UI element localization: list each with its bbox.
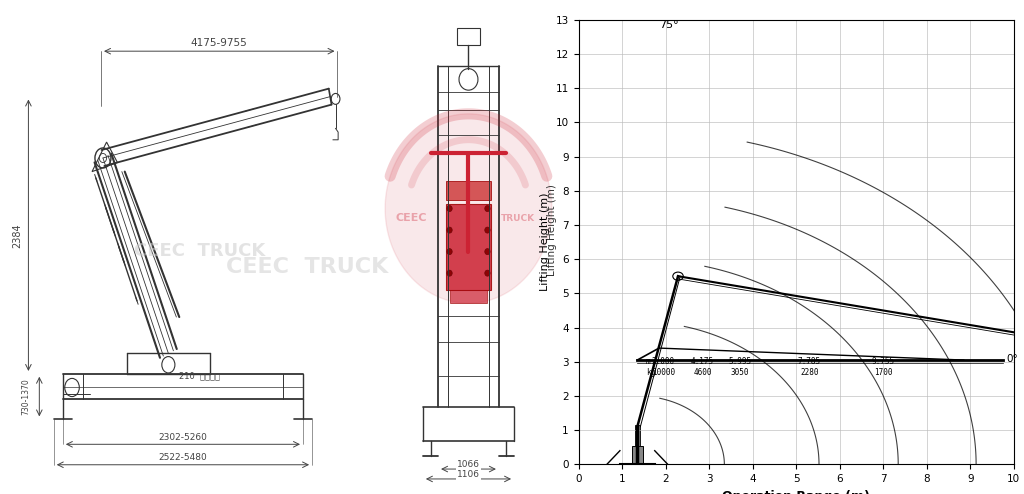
Bar [445,204,492,290]
Text: 730-1370: 730-1370 [22,378,30,415]
Circle shape [484,248,490,254]
Text: 210  大梁中心: 210 大梁中心 [179,371,220,380]
Text: 4175-9755: 4175-9755 [190,38,248,48]
Bar [635,425,640,446]
Text: 1700: 1700 [873,368,893,377]
Text: Lifting Height (m): Lifting Height (m) [547,184,557,276]
Text: 75°: 75° [659,20,679,30]
Circle shape [446,206,453,211]
Y-axis label: Lifting Height (m): Lifting Height (m) [540,193,550,291]
Bar [450,290,487,303]
Text: CEEC: CEEC [396,213,427,223]
Text: 7.785: 7.785 [798,358,821,367]
Text: 10000: 10000 [652,368,675,377]
Text: 4.175: 4.175 [691,358,714,367]
Text: 9.755: 9.755 [871,358,895,367]
Circle shape [446,270,453,276]
Text: 2384: 2384 [12,223,22,247]
Circle shape [446,227,453,233]
Text: 2.000: 2.000 [652,358,675,367]
Text: 2522-5480: 2522-5480 [159,453,207,462]
Text: 2302-5260: 2302-5260 [159,433,207,442]
X-axis label: Operation Range (m): Operation Range (m) [722,490,870,494]
Text: 4600: 4600 [693,368,712,377]
Circle shape [484,270,490,276]
Bar [445,181,492,200]
Bar [632,446,642,464]
Text: kg: kg [646,368,655,377]
Text: 1066: 1066 [457,460,480,469]
Circle shape [446,248,453,254]
Text: CEEC  TRUCK: CEEC TRUCK [226,257,388,277]
Text: 5.995: 5.995 [728,358,752,367]
Text: 2280: 2280 [800,368,818,377]
Text: 1106: 1106 [457,470,480,479]
Bar [457,28,480,45]
Text: CEEC  TRUCK: CEEC TRUCK [134,242,265,260]
Circle shape [484,206,490,211]
Text: m: m [646,358,650,367]
Circle shape [484,227,490,233]
Text: TRUCK: TRUCK [501,214,535,223]
Polygon shape [385,114,552,303]
Text: 0°: 0° [1006,354,1018,364]
Text: 3050: 3050 [730,368,749,377]
